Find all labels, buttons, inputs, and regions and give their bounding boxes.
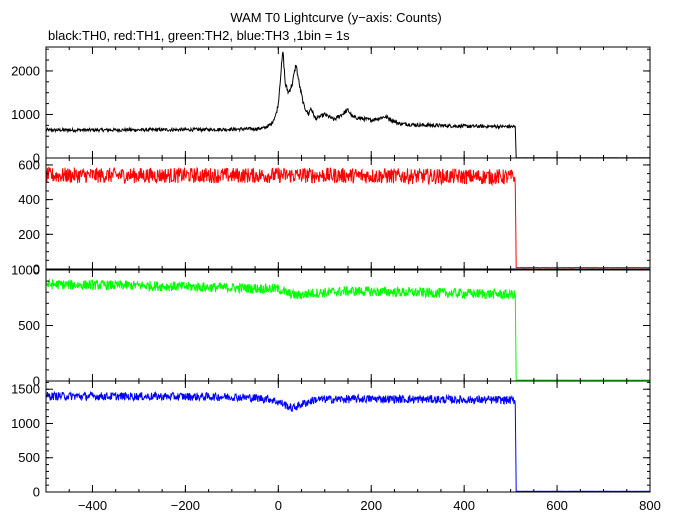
x-tick-label: 600 [546,498,568,513]
x-tick-label: −400 [78,498,107,513]
x-tick-label: 400 [453,498,475,513]
x-tick-label: 0 [275,498,282,513]
y-tick-label: 0 [33,262,40,277]
y-tick-label: 600 [18,157,40,172]
y-tick-label: 400 [18,192,40,207]
x-tick-label: −200 [171,498,200,513]
y-tick-label: 0 [33,485,40,500]
panel-th2: 0 500 1000 [11,263,651,389]
y-tick-label: 1000 [11,107,40,122]
panel-frame [45,269,651,382]
panel-frame [45,46,651,159]
x-tick-label: 800 [639,498,661,513]
y-tick-label: 0 [33,374,40,389]
y-tick-label: 1000 [11,416,40,431]
panel-th1: 0 200 400 600 [18,157,651,277]
x-axis: −400 −200 0 200 400 600 800 [78,498,661,513]
y-tick-label: 1500 [11,382,40,397]
series-line-th3 [46,390,650,492]
chart-subtitle: black:TH0, red:TH1, green:TH2, blue:TH3 … [48,28,350,43]
series-line-th1 [46,166,650,269]
chart-title: WAM T0 Lightcurve (y−axis: Counts) [230,10,441,25]
y-tick-label: 2000 [11,63,40,78]
y-tick-label: 1000 [11,263,40,278]
x-tick-label: 200 [360,498,382,513]
y-tick-label: 0 [33,151,40,166]
y-tick-label: 500 [18,450,40,465]
panel-th3: 0 500 1000 1500 [11,380,651,500]
series-line-th2 [46,278,650,381]
y-tick-label: 500 [18,318,40,333]
panel-th0: 0 1000 2000 [11,46,651,166]
y-tick-label: 200 [18,227,40,242]
series-line-th0 [46,51,650,158]
